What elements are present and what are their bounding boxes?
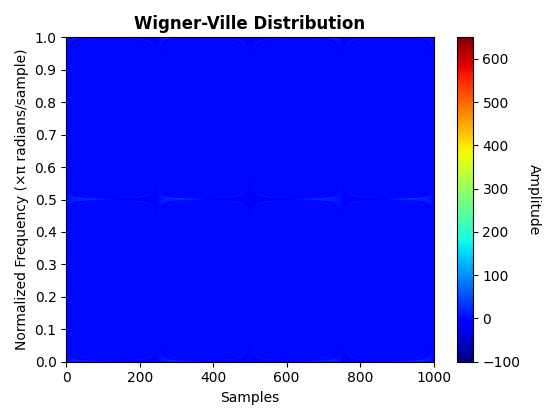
- X-axis label: Samples: Samples: [220, 391, 279, 405]
- Y-axis label: Amplitude: Amplitude: [528, 164, 542, 235]
- Title: Wigner-Ville Distribution: Wigner-Ville Distribution: [134, 15, 366, 33]
- Y-axis label: Normalized Frequency (×π radians/sample): Normalized Frequency (×π radians/sample): [15, 49, 29, 350]
